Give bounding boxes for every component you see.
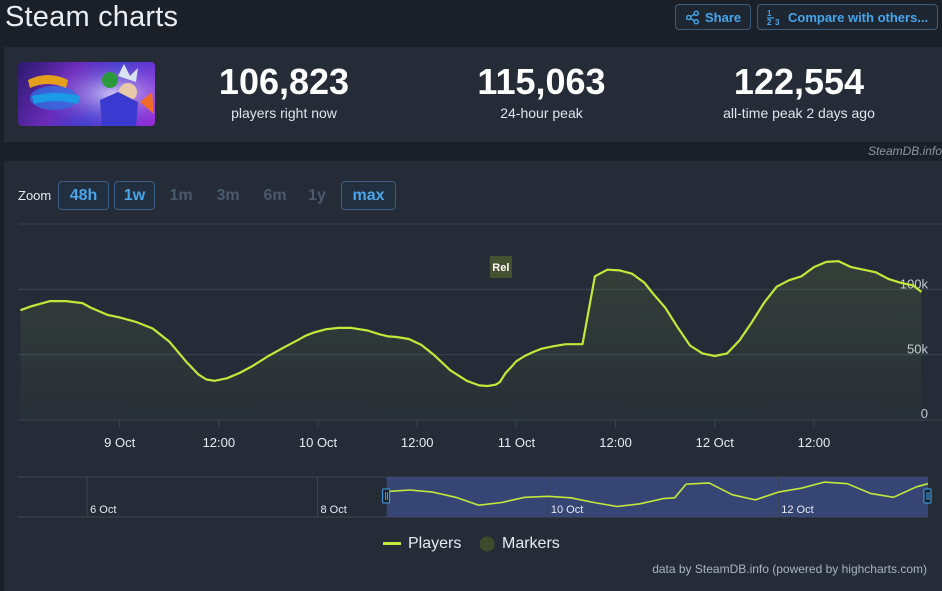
game-header-image[interactable] — [18, 62, 155, 126]
stat-current-players: 106,823 players right now — [199, 61, 369, 122]
alltime-peak-label: all-time peak 2 days ago — [723, 105, 875, 121]
markers-legend-swatch — [479, 536, 495, 552]
share-icon — [685, 10, 700, 24]
compare-button[interactable]: 1 2 3 Compare with others... — [757, 4, 939, 30]
peak24-label: 24-hour peak — [500, 105, 583, 121]
zoom-3m-button[interactable]: 3m — [216, 186, 240, 204]
chart-panel — [4, 161, 942, 591]
zoom-max-button[interactable]: max — [341, 181, 396, 210]
zoom-1w-button[interactable]: 1w — [114, 181, 155, 210]
zoom-1y-button[interactable]: 1y — [308, 186, 326, 204]
alltime-peak-value: 122,554 — [733, 61, 865, 102]
zoom-6m-button[interactable]: 6m — [263, 186, 287, 204]
svg-text:3: 3 — [775, 18, 780, 26]
zoom-label: Zoom — [18, 188, 52, 203]
players-legend-swatch — [383, 542, 401, 545]
zoom-1m-button[interactable]: 1m — [169, 186, 193, 204]
share-button-label: Share — [705, 9, 742, 25]
page-title: Steam charts — [5, 1, 179, 33]
legend-markers-label: Markers — [502, 535, 560, 552]
svg-text:2: 2 — [767, 18, 772, 26]
steamdb-credit[interactable]: SteamDB.info — [867, 144, 942, 158]
legend-markers[interactable]: Markers — [479, 535, 560, 553]
stat-24h-peak: 115,063 24-hour peak — [459, 61, 624, 122]
current-players-label: players right now — [231, 105, 337, 121]
peak24-value: 115,063 — [477, 61, 606, 102]
zoom-48h-button[interactable]: 48h — [58, 181, 109, 210]
legend-players[interactable]: Players — [383, 535, 461, 553]
stats-panel: 106,823 players right now 115,063 24-hou… — [4, 47, 942, 142]
share-button[interactable]: Share — [675, 4, 752, 30]
compare-button-label: Compare with others... — [788, 9, 929, 25]
svg-text:1: 1 — [767, 9, 772, 18]
stat-alltime-peak: 122,554 all-time peak 2 days ago — [704, 61, 894, 122]
compare-icon: 1 2 3 — [767, 9, 780, 26]
legend-players-label: Players — [408, 535, 462, 552]
current-players-value: 106,823 — [218, 61, 350, 102]
game-header-image-art — [18, 62, 155, 126]
highcharts-credit[interactable]: data by SteamDB.info (powered by highcha… — [652, 562, 927, 576]
